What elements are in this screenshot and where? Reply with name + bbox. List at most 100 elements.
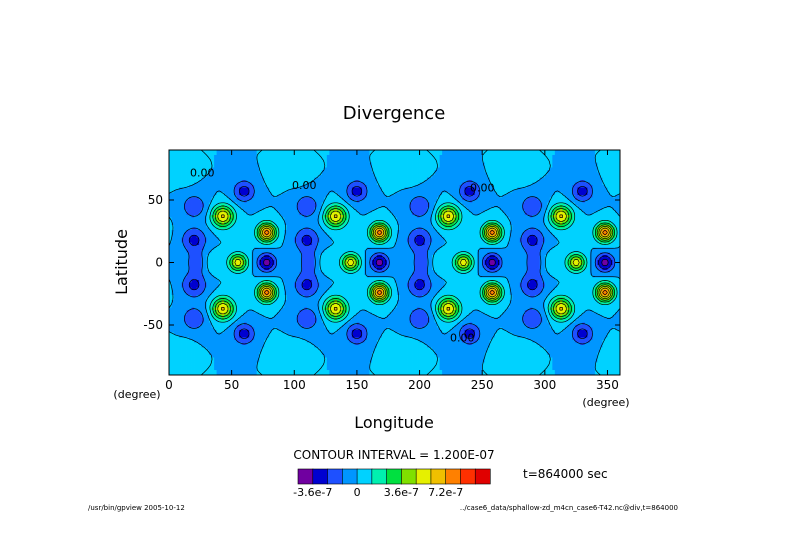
field-cell	[306, 172, 310, 176]
field-cell	[351, 167, 355, 171]
field-cell	[514, 207, 518, 211]
field-cell	[474, 195, 478, 198]
field-cell	[274, 160, 278, 163]
field-cell	[489, 170, 493, 173]
field-cell	[221, 192, 225, 196]
field-cell	[184, 190, 187, 193]
field-cell	[294, 157, 298, 161]
field-cell	[557, 197, 561, 201]
field-cell	[492, 190, 496, 193]
field-cell	[266, 152, 270, 156]
field-cell	[519, 205, 523, 208]
field-cell	[201, 167, 205, 171]
field-cell	[544, 162, 548, 166]
field-cell	[397, 155, 400, 158]
field-cell	[562, 197, 566, 201]
field-cell	[407, 215, 410, 218]
field-cell	[604, 190, 608, 193]
field-cell	[189, 190, 192, 193]
field-cell	[169, 177, 172, 181]
field-cell	[236, 215, 240, 218]
field-cell	[567, 195, 571, 198]
field-cell	[379, 200, 383, 203]
field-cell	[389, 177, 393, 181]
field-cell	[391, 180, 395, 183]
field-cell	[351, 195, 355, 198]
field-cell	[407, 175, 410, 178]
field-cell	[584, 172, 588, 176]
field-cell	[199, 200, 202, 203]
field-cell	[204, 170, 207, 173]
field-cell	[259, 162, 263, 166]
field-cell	[194, 152, 197, 156]
field-cell	[349, 162, 353, 166]
field-cell	[592, 167, 596, 171]
field-cell	[331, 177, 335, 181]
field-cell	[356, 150, 360, 153]
field-cell	[432, 215, 435, 218]
field-cell	[522, 157, 526, 161]
field-cell	[194, 172, 197, 176]
field-cell	[321, 187, 325, 191]
field-cell	[211, 202, 215, 206]
field-cell	[246, 205, 250, 208]
field-cell	[339, 187, 343, 191]
field-cell	[572, 150, 576, 153]
field-cell	[497, 215, 501, 218]
field-cell	[289, 177, 293, 181]
field-cell	[597, 205, 601, 208]
field-cell	[474, 210, 478, 213]
field-cell	[296, 170, 300, 173]
field-cell	[269, 185, 273, 188]
field-cell	[271, 155, 275, 158]
field-cell	[539, 187, 543, 191]
field-cell	[539, 212, 543, 216]
field-cell	[336, 185, 340, 188]
field-cell	[191, 180, 195, 183]
field-cell	[379, 162, 383, 166]
field-cell	[614, 192, 618, 196]
field-cell	[447, 162, 451, 166]
field-cell	[196, 205, 200, 208]
field-cell	[374, 175, 378, 178]
field-cell	[417, 177, 420, 181]
field-cell	[389, 202, 393, 206]
field-cell	[169, 157, 172, 161]
field-cell	[582, 182, 586, 186]
field-cell	[469, 167, 473, 171]
field-cell	[529, 187, 533, 191]
field-cell	[274, 150, 278, 153]
field-cell	[447, 195, 451, 198]
field-cell	[289, 165, 293, 168]
field-cell	[246, 162, 250, 166]
field-cell	[304, 182, 308, 186]
field-cell	[351, 177, 355, 181]
field-cell	[264, 212, 268, 216]
field-cell	[346, 190, 350, 193]
field-cell	[371, 180, 375, 183]
field-cell	[254, 197, 258, 201]
field-cell	[244, 172, 248, 176]
field-cell	[311, 152, 315, 156]
field-cell	[204, 162, 207, 166]
field-cell	[597, 195, 601, 198]
field-cell	[424, 200, 428, 203]
field-cell	[306, 155, 310, 158]
field-cell	[281, 190, 285, 193]
field-cell	[592, 172, 596, 176]
field-cell	[334, 165, 338, 168]
field-cell	[184, 177, 187, 181]
field-cell	[174, 212, 177, 216]
field-cell	[171, 175, 175, 178]
field-cell	[281, 152, 285, 156]
field-cell	[479, 185, 483, 188]
field-cell	[384, 217, 388, 221]
field-cell	[607, 210, 611, 213]
field-cell	[614, 155, 618, 158]
field-cell	[462, 160, 466, 163]
field-cell	[209, 165, 212, 168]
field-cell	[369, 195, 373, 198]
field-cell	[209, 205, 212, 208]
field-cell	[381, 167, 385, 171]
field-cell	[344, 207, 348, 211]
